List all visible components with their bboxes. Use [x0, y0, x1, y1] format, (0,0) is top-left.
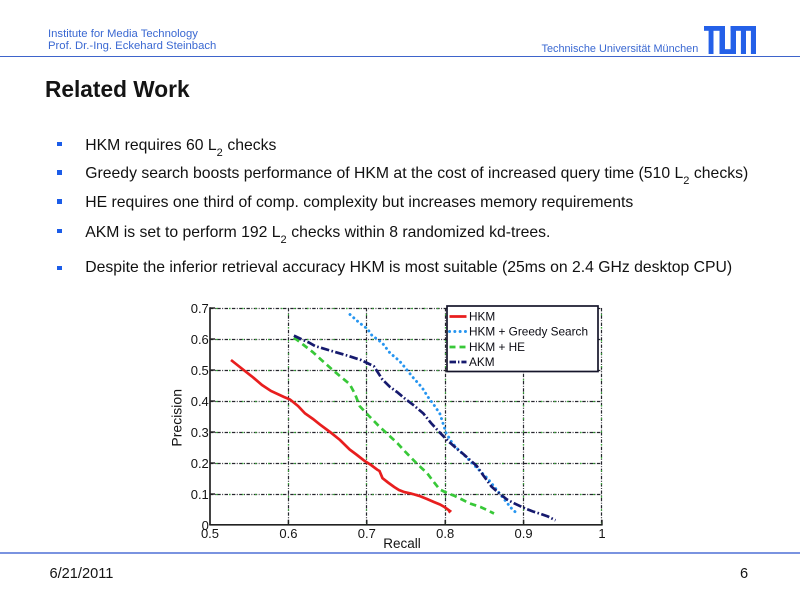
svg-text:0.4: 0.4 [191, 394, 209, 409]
svg-text:0.1: 0.1 [191, 487, 209, 502]
svg-text:0.5: 0.5 [201, 526, 219, 541]
svg-text:0.3: 0.3 [191, 425, 209, 440]
svg-text:0.9: 0.9 [515, 526, 533, 541]
svg-text:0: 0 [202, 518, 209, 533]
svg-text:0.2: 0.2 [191, 456, 209, 471]
svg-text:0.5: 0.5 [191, 363, 209, 378]
svg-text:HKM + HE: HKM + HE [469, 340, 525, 354]
svg-text:Precision: Precision [169, 389, 185, 447]
svg-text:1: 1 [598, 526, 605, 541]
svg-text:HKM: HKM [469, 310, 495, 324]
svg-text:AKM: AKM [469, 355, 495, 369]
svg-text:Recall: Recall [383, 536, 421, 551]
svg-text:0.7: 0.7 [191, 301, 209, 316]
svg-text:HKM + Greedy Search: HKM + Greedy Search [469, 325, 588, 339]
svg-text:0.7: 0.7 [358, 526, 376, 541]
svg-text:0.6: 0.6 [191, 332, 209, 347]
svg-text:0.8: 0.8 [436, 526, 454, 541]
svg-text:0.6: 0.6 [279, 526, 297, 541]
